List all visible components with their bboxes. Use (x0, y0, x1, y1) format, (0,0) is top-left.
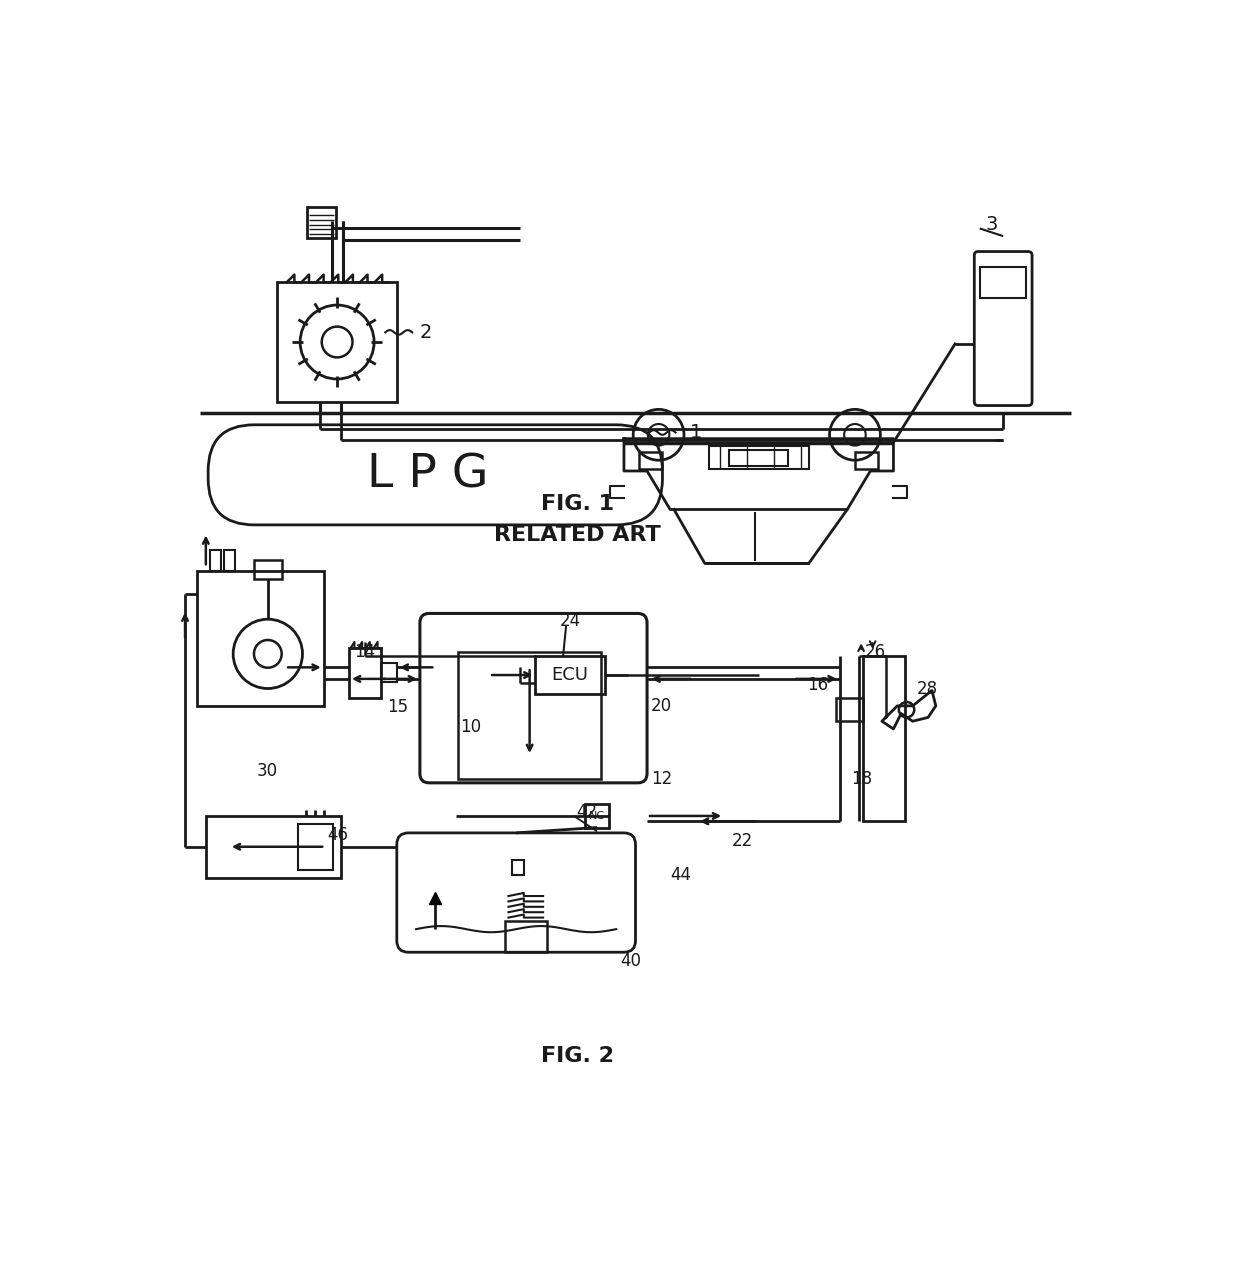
Text: 46: 46 (327, 827, 348, 844)
Bar (211, 549, 221, 572)
Text: 30: 30 (257, 762, 278, 780)
Text: FIG. 2: FIG. 2 (541, 1046, 614, 1066)
Text: 12: 12 (651, 770, 672, 787)
Bar (536, 656, 605, 694)
Bar (640, 452, 662, 468)
Text: 2: 2 (420, 323, 433, 342)
Bar (306, 207, 336, 237)
Text: 14: 14 (355, 642, 376, 661)
Text: 16: 16 (807, 676, 828, 694)
Text: 22: 22 (732, 833, 753, 851)
Text: RELATED ART: RELATED ART (495, 525, 661, 545)
Bar (197, 572, 324, 705)
Bar (206, 817, 341, 877)
Bar (459, 652, 601, 779)
Bar (854, 452, 878, 468)
Text: ECU: ECU (552, 666, 589, 684)
Text: 24: 24 (559, 612, 580, 630)
Bar (505, 921, 547, 953)
Bar (224, 549, 236, 572)
Bar (708, 445, 808, 468)
Text: 20: 20 (651, 697, 672, 714)
Bar (299, 824, 332, 870)
Text: NC: NC (589, 811, 605, 822)
Text: 44: 44 (670, 866, 691, 885)
Text: 15: 15 (388, 698, 409, 717)
Text: 10: 10 (460, 718, 481, 737)
Text: FIG. 1: FIG. 1 (541, 495, 614, 514)
Bar (278, 283, 397, 401)
Bar (981, 268, 1025, 298)
Text: 28: 28 (916, 680, 937, 698)
Text: 26: 26 (866, 642, 887, 661)
Text: 1: 1 (689, 423, 702, 442)
Text: 18: 18 (851, 770, 872, 787)
Bar (512, 859, 523, 876)
Bar (585, 804, 609, 828)
Text: 42: 42 (577, 803, 598, 822)
Bar (382, 663, 397, 681)
Bar (350, 649, 382, 698)
Text: 3: 3 (986, 215, 998, 233)
Bar (254, 559, 281, 579)
Bar (729, 451, 787, 466)
Text: L P G: L P G (367, 452, 489, 497)
Bar (836, 698, 863, 722)
Bar (863, 656, 905, 822)
Text: 40: 40 (620, 953, 641, 970)
